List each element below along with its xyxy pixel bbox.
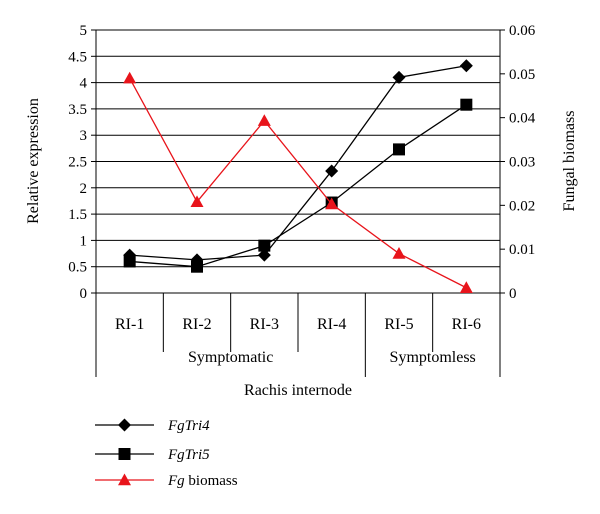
data-point xyxy=(257,114,271,126)
y-tick-label-left: 1 xyxy=(80,233,88,249)
category-label: RI-3 xyxy=(250,316,279,333)
y-tick-label-right: 0.04 xyxy=(509,111,536,127)
data-point xyxy=(123,255,136,268)
data-point xyxy=(257,248,271,262)
data-point xyxy=(392,247,406,259)
group-label: Symptomatic xyxy=(188,349,273,366)
series-line xyxy=(129,77,467,289)
y-axis-title-left: Relative expression xyxy=(25,98,42,224)
y-tick-label-left: 2 xyxy=(80,181,88,197)
category-label: RI-4 xyxy=(317,316,346,333)
series-line xyxy=(129,104,467,268)
y-tick-label-left: 4 xyxy=(80,76,88,92)
data-point xyxy=(190,195,204,208)
data-point xyxy=(459,59,473,73)
y-axis-title-right: Fungal biomass xyxy=(561,111,578,212)
y-tick-label-right: 0 xyxy=(509,286,517,302)
legend-label: FgTri5 xyxy=(167,447,210,463)
y-tick-label-left: 4.5 xyxy=(68,49,87,65)
y-tick-label-right: 0.03 xyxy=(509,155,535,171)
category-label: RI-6 xyxy=(452,316,481,333)
y-tick-label-left: 3 xyxy=(80,128,88,144)
legend-label: Fg biomass xyxy=(167,473,238,489)
y-tick-label-left: 0.5 xyxy=(68,260,87,276)
data-point xyxy=(325,164,339,178)
x-axis-title: Rachis internode xyxy=(244,382,352,399)
y-tick-label-left: 5 xyxy=(80,23,88,39)
data-point xyxy=(191,260,203,273)
y-tick-label-left: 3.5 xyxy=(68,102,87,118)
category-label: RI-1 xyxy=(115,316,144,333)
data-point xyxy=(460,98,473,111)
legend-marker xyxy=(118,473,131,486)
y-tick-label-left: 0 xyxy=(80,286,88,302)
y-tick-label-right: 0.05 xyxy=(509,67,535,83)
legend-marker xyxy=(118,418,131,432)
category-label: RI-5 xyxy=(384,316,413,333)
y-tick-label-left: 2.5 xyxy=(68,155,87,171)
data-point xyxy=(393,143,405,156)
data-point xyxy=(459,281,473,293)
y-tick-label-right: 0.06 xyxy=(509,23,536,39)
series-line xyxy=(129,65,467,261)
data-point xyxy=(258,239,271,252)
y-tick-label-right: 0.01 xyxy=(509,242,535,258)
legend-marker xyxy=(118,448,131,460)
data-point xyxy=(392,70,406,84)
data-point xyxy=(123,71,137,84)
y-tick-label-right: 0.02 xyxy=(509,198,535,214)
data-point xyxy=(325,197,339,210)
category-label: RI-2 xyxy=(182,316,211,333)
y-tick-label-left: 1.5 xyxy=(68,207,87,223)
group-label: Symptomless xyxy=(390,349,476,366)
legend-label: FgTri4 xyxy=(167,418,210,434)
